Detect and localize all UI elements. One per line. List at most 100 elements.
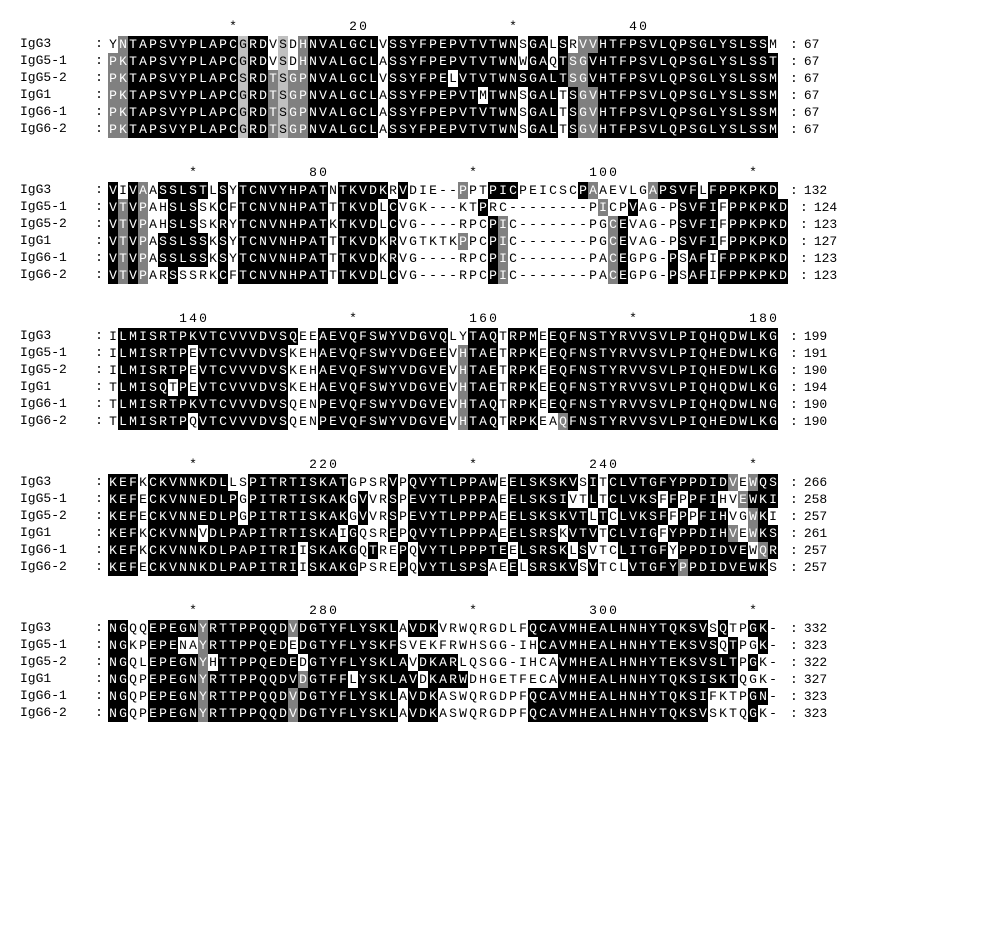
alignment-block: * 280 * 300 * IgG3:NGQQEPEGNYRTTPPQQDVDG… [20, 604, 980, 722]
sequence-label: IgG6-1 [20, 396, 90, 413]
row-separator: : [90, 216, 108, 233]
row-separator: : [90, 671, 108, 688]
row-end-position: :194 [784, 379, 827, 396]
sequence-label: IgG5-2 [20, 70, 90, 87]
sequence-residues: VTVPAHSLSSKRYTCNVNHPATKTKVDLCVG----RPCPI… [108, 216, 788, 233]
row-end-position: :199 [784, 328, 827, 345]
row-end-position: :327 [784, 671, 827, 688]
sequence-residues: YNTAPSVYPLAPCGRDVSDHNVALGCLVSSYFPEPVTVTW… [108, 36, 778, 53]
row-end-position: :67 [784, 87, 819, 104]
row-end-position: :190 [784, 396, 827, 413]
row-separator: : [90, 87, 108, 104]
row-separator: : [90, 559, 108, 576]
sequence-row: IgG5-2:PKTAPSVYPLAPCSRDTSGPNVALGCLVSSYFP… [20, 70, 980, 87]
row-separator: : [90, 104, 108, 121]
sequence-residues: PKTAPSVYPLAPCSRDTSGPNVALGCLVSSYFPELVTVTW… [108, 70, 778, 87]
sequence-row: IgG5-1:PKTAPSVYPLAPCGRDVSDHNVALGCLASSYFP… [20, 53, 980, 70]
sequence-residues: PKTAPSVYPLAPCGRDTSGPNVALGCLASSYFPEPVTVTW… [108, 121, 778, 138]
sequence-residues: KEFECKVNNEDLPGPITRTISKAKGVVRSPEVYTLPPPAE… [108, 508, 778, 525]
sequence-row: IgG5-2:KEFECKVNNEDLPGPITRTISKAKGVVRSPEVY… [20, 508, 980, 525]
sequence-row: IgG5-2:ILMISRTPEVTCVVVDVSKEHAEVQFSWYVDGV… [20, 362, 980, 379]
sequence-row: IgG1:PKTAPSVYPLAPCGRDTSGPNVALGCLASSYFPEP… [20, 87, 980, 104]
row-end-position: :332 [784, 620, 827, 637]
sequence-label: IgG3 [20, 182, 90, 199]
sequence-row: IgG3:KEFKCKVNNKDLLSPITRTISKATGPSRVPQVYTL… [20, 474, 980, 491]
sequence-residues: ILMISRTPEVTCVVVDVSKEHAEVQFSWYVDGEEVHTAET… [108, 345, 778, 362]
sequence-label: IgG6-2 [20, 413, 90, 430]
sequence-row: IgG5-1:NGKPEPENAYRTTPPQEDEDGTYFLYSKFSVEK… [20, 637, 980, 654]
row-end-position: :132 [784, 182, 827, 199]
row-separator: : [90, 688, 108, 705]
sequence-row: IgG1:TLMISQTPEVTCVVVDVSKEHAEVQFSWYVDGVEV… [20, 379, 980, 396]
sequence-label: IgG5-2 [20, 216, 90, 233]
row-end-position: :323 [784, 705, 827, 722]
row-separator: : [90, 362, 108, 379]
sequence-residues: KEFKCKVNNKDLLSPITRTISKATGPSRVPQVYTLPPAWE… [108, 474, 778, 491]
sequence-row: IgG5-1:VTVPAHSLSSKCFTCNVNHPATTTKVDLCVGK-… [20, 199, 980, 216]
sequence-row: IgG6-1:TLMISRTPKVTCVVVDVSQENPEVQFSWYVDGV… [20, 396, 980, 413]
row-end-position: :127 [794, 233, 837, 250]
sequence-row: IgG6-1:VTVPASSLSSKSYTCNVNHPATTTKVDKRVG--… [20, 250, 980, 267]
sequence-residues: NGQPEPEGNYRTTPPQQDVDGTYFLYSKLAVDKASWQRGD… [108, 688, 778, 705]
sequence-label: IgG5-1 [20, 637, 90, 654]
sequence-row: IgG3:ILMISRTPKVTCVVVDVSQEEAEVQFSWYVDGVQL… [20, 328, 980, 345]
sequence-row: IgG3:VIVAASSLSTLSYTCNVYHPATNTKVDKRVDIE--… [20, 182, 980, 199]
row-separator: : [90, 508, 108, 525]
sequence-residues: KEFECKVNNKDLPAPITRIISKAKGPSREPQVYTLSPSAE… [108, 559, 778, 576]
sequence-residues: ILMISRTPKVTCVVVDVSQEEAEVQFSWYVDGVQLYTAQT… [108, 328, 778, 345]
sequence-residues: TLMISRTPKVTCVVVDVSQENPEVQFSWYVDGVEVHTAQT… [108, 396, 778, 413]
row-end-position: :190 [784, 413, 827, 430]
row-end-position: :257 [784, 559, 827, 576]
row-end-position: :67 [784, 36, 819, 53]
sequence-residues: NGQLEPEGNYHTTPPQEDEDGTYFLYSKLAVDKARLQSGG… [108, 654, 778, 671]
sequence-label: IgG3 [20, 474, 90, 491]
sequence-row: IgG6-2:NGQPEPEGNYRTTPPQQDVDGTYFLYSKLAVDK… [20, 705, 980, 722]
sequence-label: IgG5-1 [20, 53, 90, 70]
alignment-block: * 80 * 100 * IgG3:VIVAASSLSTLSYTCNVYHPAT… [20, 166, 980, 284]
sequence-label: IgG6-1 [20, 542, 90, 559]
row-separator: : [90, 637, 108, 654]
row-end-position: :123 [794, 250, 837, 267]
row-separator: : [90, 525, 108, 542]
row-end-position: :123 [794, 267, 837, 284]
ruler-row: * 20 * 40 [20, 20, 980, 36]
sequence-label: IgG5-2 [20, 508, 90, 525]
row-end-position: :258 [784, 491, 827, 508]
sequence-residues: TLMISRTPQVTCVVVDVSQENPEVQFSWYVDGVEVHTAQT… [108, 413, 778, 430]
ruler-row: * 220 * 240 * [20, 458, 980, 474]
ruler-row: * 80 * 100 * [20, 166, 980, 182]
row-end-position: :323 [784, 637, 827, 654]
sequence-residues: NGKPEPENAYRTTPPQEDEDGTYFLYSKFSVEKFRWHSGG… [108, 637, 778, 654]
sequence-label: IgG6-1 [20, 250, 90, 267]
row-end-position: :67 [784, 121, 819, 138]
sequence-row: IgG6-1:NGQPEPEGNYRTTPPQQDVDGTYFLYSKLAVDK… [20, 688, 980, 705]
sequence-label: IgG3 [20, 36, 90, 53]
sequence-residues: VTVPASSLSSKSYTCNVNHPATTTKVDKRVGTKTKPPCPI… [108, 233, 788, 250]
sequence-residues: VTVPARSSSRKCFTCNVNHPATTTKVDLCVG----RPCPI… [108, 267, 788, 284]
row-end-position: :266 [784, 474, 827, 491]
sequence-row: IgG6-2:VTVPARSSSRKCFTCNVNHPATTTKVDLCVG--… [20, 267, 980, 284]
sequence-label: IgG3 [20, 620, 90, 637]
row-separator: : [90, 182, 108, 199]
sequence-residues: VIVAASSLSTLSYTCNVYHPATNTKVDKRVDIE--PPTPI… [108, 182, 778, 199]
sequence-row: IgG5-1:ILMISRTPEVTCVVVDVSKEHAEVQFSWYVDGE… [20, 345, 980, 362]
sequence-label: IgG6-1 [20, 688, 90, 705]
sequence-row: IgG5-2:NGQLEPEGNYHTTPPQEDEDGTYFLYSKLAVDK… [20, 654, 980, 671]
sequence-row: IgG1:VTVPASSLSSKSYTCNVNHPATTTKVDKRVGTKTK… [20, 233, 980, 250]
sequence-row: IgG3:NGQQEPEGNYRTTPPQQDVDGTYFLYSKLAVDKVR… [20, 620, 980, 637]
row-end-position: :191 [784, 345, 827, 362]
row-separator: : [90, 199, 108, 216]
alignment-block: 140 * 160 * 180IgG3:ILMISRTPKVTCVVVDVSQE… [20, 312, 980, 430]
row-separator: : [90, 654, 108, 671]
sequence-residues: VTVPASSLSSKSYTCNVNHPATTTKVDKRVG----RPCPI… [108, 250, 788, 267]
sequence-label: IgG1 [20, 379, 90, 396]
row-separator: : [90, 474, 108, 491]
row-end-position: :67 [784, 104, 819, 121]
row-end-position: :190 [784, 362, 827, 379]
row-end-position: :257 [784, 508, 827, 525]
row-separator: : [90, 121, 108, 138]
row-separator: : [90, 705, 108, 722]
row-separator: : [90, 267, 108, 284]
sequence-label: IgG3 [20, 328, 90, 345]
sequence-alignment-figure: * 20 * 40 IgG3: YNTAPSVYPLAPCGRDVSDHNVALG… [20, 20, 980, 722]
